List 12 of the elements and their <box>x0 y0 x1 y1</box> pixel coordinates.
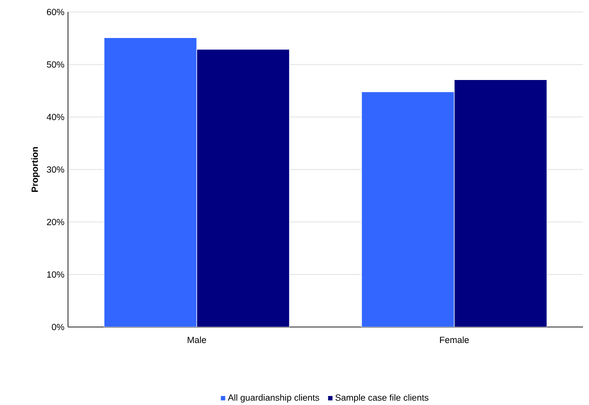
legend-label: Sample case file clients <box>335 394 428 403</box>
x-tick-label: Male <box>188 336 206 344</box>
legend-label: All guardianship clients <box>228 394 320 403</box>
y-tick-label: 30% <box>46 166 64 173</box>
y-tick-label: 40% <box>46 114 64 120</box>
y-tick-label: 10% <box>47 271 64 278</box>
y-axis-title: Proportion <box>31 147 40 192</box>
y-tick-label: 60% <box>46 8 64 16</box>
y-tick-label: 0% <box>52 324 64 330</box>
x-tick-label: Female <box>440 336 469 344</box>
y-tick-label: 50% <box>46 61 64 68</box>
y-tick-label: 20% <box>46 218 64 226</box>
